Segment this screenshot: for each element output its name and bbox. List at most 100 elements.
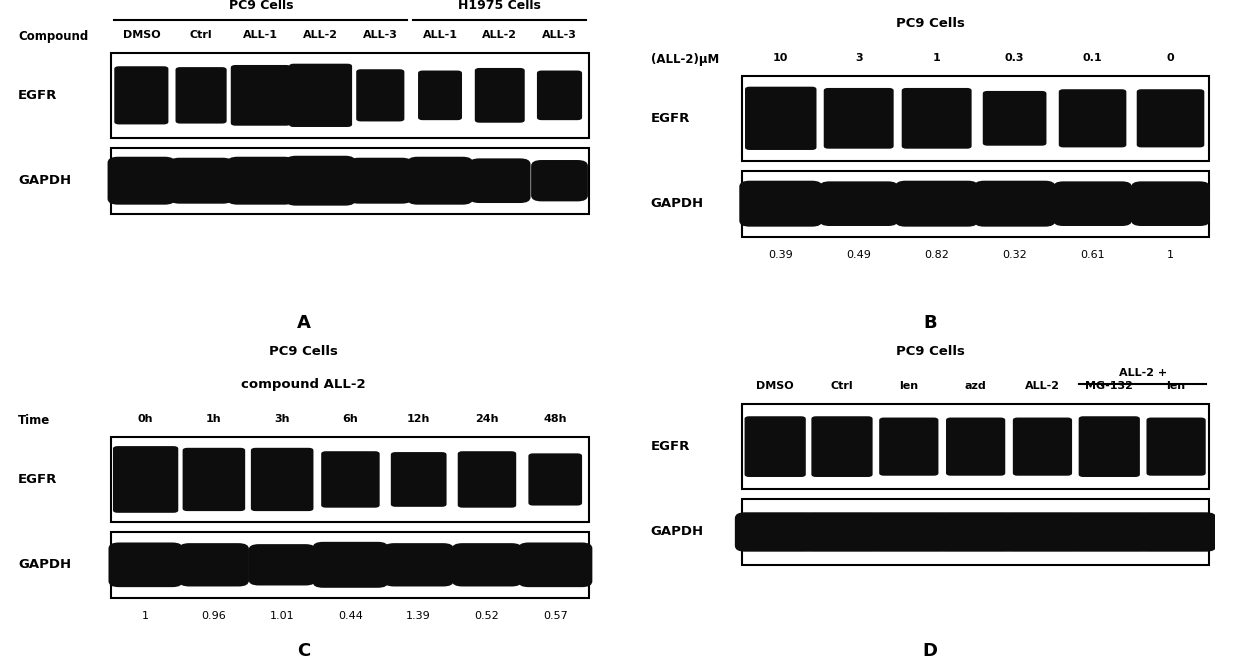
FancyBboxPatch shape xyxy=(356,69,404,121)
Text: DMSO: DMSO xyxy=(756,381,794,391)
Text: 0: 0 xyxy=(1167,53,1174,63)
Text: 0.49: 0.49 xyxy=(846,250,872,260)
Text: 0.96: 0.96 xyxy=(202,611,226,621)
Text: 0.61: 0.61 xyxy=(1080,250,1105,260)
Text: PC9 Cells: PC9 Cells xyxy=(269,345,339,358)
Text: EGFR: EGFR xyxy=(651,112,689,125)
Text: 3h: 3h xyxy=(274,414,290,424)
FancyBboxPatch shape xyxy=(973,181,1055,226)
FancyBboxPatch shape xyxy=(1069,513,1149,551)
Text: (ALL-2)μM: (ALL-2)μM xyxy=(651,53,719,66)
Text: DMSO: DMSO xyxy=(123,29,160,40)
Text: 1: 1 xyxy=(143,611,149,621)
FancyBboxPatch shape xyxy=(531,160,588,202)
FancyBboxPatch shape xyxy=(231,65,291,126)
FancyBboxPatch shape xyxy=(811,416,873,477)
Text: 0.52: 0.52 xyxy=(475,611,500,621)
FancyBboxPatch shape xyxy=(1013,417,1073,476)
Text: ALL-3: ALL-3 xyxy=(363,29,398,40)
FancyBboxPatch shape xyxy=(458,451,516,508)
FancyBboxPatch shape xyxy=(451,543,522,586)
FancyBboxPatch shape xyxy=(289,64,352,127)
Text: len: len xyxy=(899,381,919,391)
Text: 0.44: 0.44 xyxy=(339,611,363,621)
Text: 48h: 48h xyxy=(543,414,567,424)
Text: compound ALL-2: compound ALL-2 xyxy=(242,378,366,391)
FancyBboxPatch shape xyxy=(868,513,949,551)
Text: 0.82: 0.82 xyxy=(924,250,949,260)
FancyBboxPatch shape xyxy=(475,68,525,123)
Text: ALL-1: ALL-1 xyxy=(423,29,458,40)
FancyBboxPatch shape xyxy=(1137,89,1204,147)
Text: ALL-1: ALL-1 xyxy=(243,29,278,40)
Text: GAPDH: GAPDH xyxy=(651,197,703,210)
FancyBboxPatch shape xyxy=(108,157,175,204)
Text: 1.39: 1.39 xyxy=(407,611,432,621)
Text: GAPDH: GAPDH xyxy=(19,558,72,572)
Text: D: D xyxy=(923,642,937,660)
Text: EGFR: EGFR xyxy=(651,440,689,453)
FancyBboxPatch shape xyxy=(983,91,1047,145)
Text: 12h: 12h xyxy=(407,414,430,424)
Text: ALL-2 +: ALL-2 + xyxy=(1118,368,1167,378)
FancyBboxPatch shape xyxy=(179,543,249,586)
FancyBboxPatch shape xyxy=(391,452,446,507)
FancyBboxPatch shape xyxy=(1002,513,1083,551)
Text: 3: 3 xyxy=(854,53,863,63)
Text: MG-132: MG-132 xyxy=(1085,381,1133,391)
FancyBboxPatch shape xyxy=(169,157,233,204)
FancyBboxPatch shape xyxy=(348,157,412,204)
FancyBboxPatch shape xyxy=(901,88,972,149)
Text: azd: azd xyxy=(965,381,987,391)
FancyBboxPatch shape xyxy=(1131,182,1210,226)
FancyBboxPatch shape xyxy=(285,155,356,206)
FancyBboxPatch shape xyxy=(114,66,169,125)
Text: ALL-2: ALL-2 xyxy=(303,29,339,40)
Text: ALL-2: ALL-2 xyxy=(482,29,517,40)
FancyBboxPatch shape xyxy=(112,148,589,214)
Text: 0.32: 0.32 xyxy=(1002,250,1027,260)
FancyBboxPatch shape xyxy=(112,53,589,138)
FancyBboxPatch shape xyxy=(321,451,379,508)
Text: len: len xyxy=(1167,381,1185,391)
Text: C: C xyxy=(298,642,310,660)
FancyBboxPatch shape xyxy=(823,88,894,149)
FancyBboxPatch shape xyxy=(879,417,939,476)
FancyBboxPatch shape xyxy=(1136,513,1216,551)
FancyBboxPatch shape xyxy=(176,67,227,123)
FancyBboxPatch shape xyxy=(742,404,1209,489)
Text: 1: 1 xyxy=(1167,250,1174,260)
Text: Compound: Compound xyxy=(19,29,88,43)
Text: GAPDH: GAPDH xyxy=(651,525,703,539)
FancyBboxPatch shape xyxy=(935,513,1016,551)
FancyBboxPatch shape xyxy=(383,543,454,586)
Text: 10: 10 xyxy=(773,53,789,63)
FancyBboxPatch shape xyxy=(528,454,582,506)
Text: Ctrl: Ctrl xyxy=(190,29,212,40)
FancyBboxPatch shape xyxy=(742,171,1209,237)
Text: 1: 1 xyxy=(932,53,940,63)
FancyBboxPatch shape xyxy=(469,158,531,203)
Text: ALL-3: ALL-3 xyxy=(542,29,577,40)
FancyBboxPatch shape xyxy=(112,532,589,598)
FancyBboxPatch shape xyxy=(739,181,822,226)
Text: 6h: 6h xyxy=(342,414,358,424)
FancyBboxPatch shape xyxy=(112,437,589,522)
FancyBboxPatch shape xyxy=(744,416,806,477)
FancyBboxPatch shape xyxy=(407,157,472,204)
Text: PC9 Cells: PC9 Cells xyxy=(895,17,965,29)
FancyBboxPatch shape xyxy=(735,513,816,551)
FancyBboxPatch shape xyxy=(742,499,1209,565)
FancyBboxPatch shape xyxy=(742,76,1209,161)
FancyBboxPatch shape xyxy=(518,543,593,587)
FancyBboxPatch shape xyxy=(312,542,388,588)
FancyBboxPatch shape xyxy=(182,448,246,511)
Text: EGFR: EGFR xyxy=(19,473,57,486)
Text: PC9 Cells: PC9 Cells xyxy=(228,0,293,11)
FancyBboxPatch shape xyxy=(1079,416,1140,477)
Text: Ctrl: Ctrl xyxy=(831,381,853,391)
FancyBboxPatch shape xyxy=(537,70,582,120)
Text: 0.1: 0.1 xyxy=(1083,53,1102,63)
Text: 24h: 24h xyxy=(475,414,498,424)
FancyBboxPatch shape xyxy=(745,86,816,150)
